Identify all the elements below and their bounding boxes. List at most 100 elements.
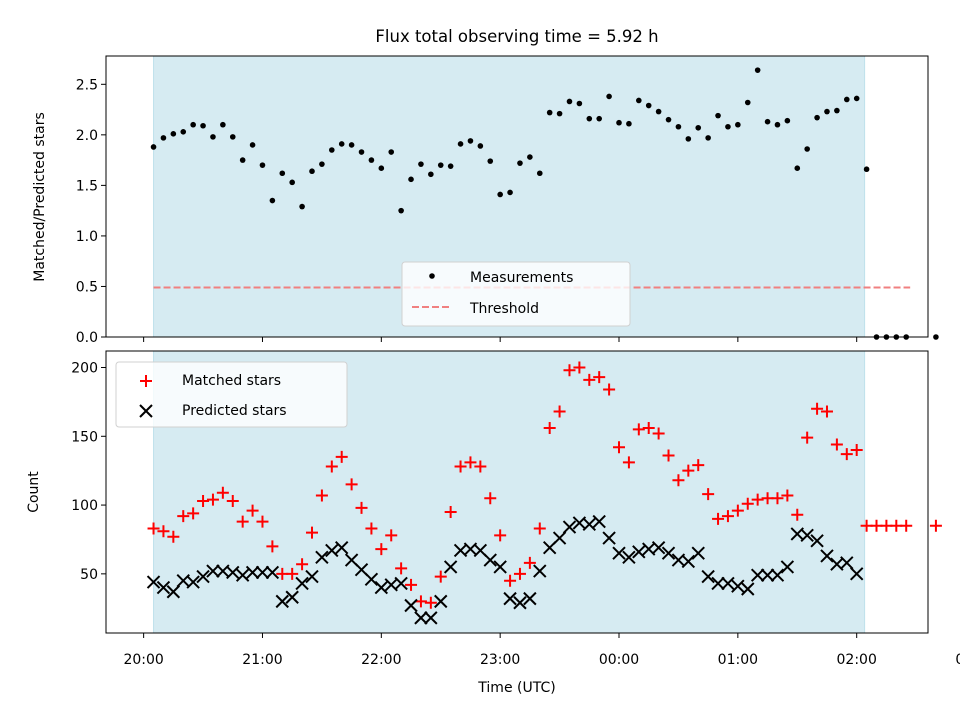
matched-star-point	[236, 515, 249, 528]
predicted-star-point	[513, 596, 527, 610]
predicted-star-point	[196, 569, 210, 584]
matched-star-point	[464, 456, 477, 469]
measurement-point	[437, 162, 444, 168]
matched-star-point	[731, 504, 744, 517]
predicted-star-point	[315, 550, 329, 565]
time-x-tick-label: 23:00	[480, 652, 520, 668]
measurement-point	[200, 122, 206, 129]
predicted-star-point	[334, 541, 349, 555]
matched-star-point	[147, 522, 160, 535]
measurement-point	[190, 121, 196, 128]
time-x-axis: 20:00 21:00 22:00 23:00 00:00 01:00 02:00 03:00	[123, 633, 960, 668]
measurement-point	[269, 197, 276, 204]
ratio-y-axis-label: Matched/Predicted stars	[32, 112, 48, 282]
predicted-star-point	[404, 598, 418, 613]
measurement-point	[378, 165, 385, 171]
predicted-star-point	[186, 575, 200, 589]
matched-star-point	[543, 422, 556, 435]
predicted-star-point	[493, 560, 507, 574]
ratio-y-tick-label: 0.5	[76, 279, 98, 295]
matched-star-point	[474, 460, 487, 473]
predicted-star-point	[750, 568, 765, 582]
count-plot-frame	[105, 350, 929, 634]
matched-star-point	[504, 574, 517, 587]
measurement-point	[388, 149, 395, 155]
predicted-star-point	[235, 568, 250, 582]
legend-matched-label: Matched stars	[182, 373, 281, 389]
measurement-point	[784, 117, 791, 124]
ratio-panel: 0.0 0.5 1.0 1.5 2.0 2.5 Flux total observing …	[32, 27, 939, 346]
legend-predicted-marker	[139, 404, 153, 418]
matched-star-point	[820, 405, 833, 418]
matched-star-point	[801, 431, 814, 444]
matched-star-point	[702, 488, 715, 501]
predicted-star-point	[443, 560, 458, 574]
measurement-point	[596, 115, 602, 122]
measurement-point	[725, 123, 731, 130]
predicted-star-point	[523, 591, 537, 606]
measurement-point	[566, 98, 573, 105]
matched-star-point	[771, 492, 784, 505]
measurement-point	[527, 154, 533, 160]
predicted-star-point	[206, 564, 220, 578]
matched-star-point	[632, 423, 645, 436]
matched-star-point	[335, 450, 348, 463]
measurement-point	[497, 191, 503, 198]
matched-star-point	[513, 567, 526, 580]
matched-star-point	[355, 501, 368, 514]
matched-star-point	[345, 478, 358, 491]
ratio-y-tick-label: 1.5	[76, 178, 98, 194]
time-x-tick-label: 03:00	[955, 652, 960, 668]
measurement-point	[467, 138, 474, 144]
predicted-star-point	[681, 554, 696, 569]
measurement-point	[616, 119, 622, 126]
measurement-point	[408, 176, 414, 183]
predicted-star-point	[533, 564, 547, 578]
matched-star-point	[593, 371, 606, 384]
predicted-star-point	[602, 531, 616, 545]
matched-star-point	[167, 530, 180, 543]
predicted-star-point	[770, 568, 785, 582]
matched-star-point	[622, 456, 635, 469]
predicted-star-point	[285, 590, 299, 604]
measurement-point	[309, 168, 315, 175]
measurement-point	[576, 100, 583, 107]
measurement-point	[210, 134, 216, 140]
ratio-y-tick-label: 2.5	[76, 77, 98, 93]
measurement-point	[536, 170, 543, 177]
count-y-tick-label: 200	[71, 361, 98, 377]
measurement-point	[645, 102, 652, 109]
matched-star-point	[929, 519, 942, 532]
matched-star-point	[414, 595, 427, 608]
matched-star-point	[266, 540, 279, 553]
measurement-point	[843, 96, 850, 103]
measurement-point	[338, 141, 345, 147]
predicted-star-point	[265, 565, 280, 580]
matched-star-point	[286, 567, 299, 580]
measurement-point	[398, 207, 404, 214]
matched-star-point	[444, 505, 457, 518]
matched-star-point	[424, 596, 437, 609]
chart-title: Flux total observing time = 5.92 h	[375, 27, 658, 46]
measurement-point	[170, 131, 177, 137]
predicted-star-point	[503, 591, 517, 606]
matched-star-point	[305, 526, 318, 539]
matched-star-point	[553, 405, 566, 418]
matched-star-point	[296, 558, 309, 571]
matched-star-point	[721, 510, 734, 523]
ratio-y-tick-label: 2.0	[76, 128, 98, 144]
measurement-point	[744, 99, 751, 106]
time-x-tick-label: 00:00	[599, 652, 639, 668]
matched-star-point	[613, 441, 626, 454]
legend-measurements-marker	[429, 273, 435, 279]
legend-matched-marker	[140, 375, 152, 387]
matched-star-point	[197, 494, 210, 507]
ratio-y-tick-label: 1.0	[76, 229, 98, 245]
matched-star-point	[642, 422, 655, 435]
predicted-star-point	[721, 576, 735, 591]
measurement-point	[457, 141, 464, 147]
matched-star-point	[405, 578, 418, 591]
measurement-point	[150, 144, 157, 150]
predicted-star-point	[661, 546, 676, 560]
matched-star-point	[523, 556, 536, 569]
